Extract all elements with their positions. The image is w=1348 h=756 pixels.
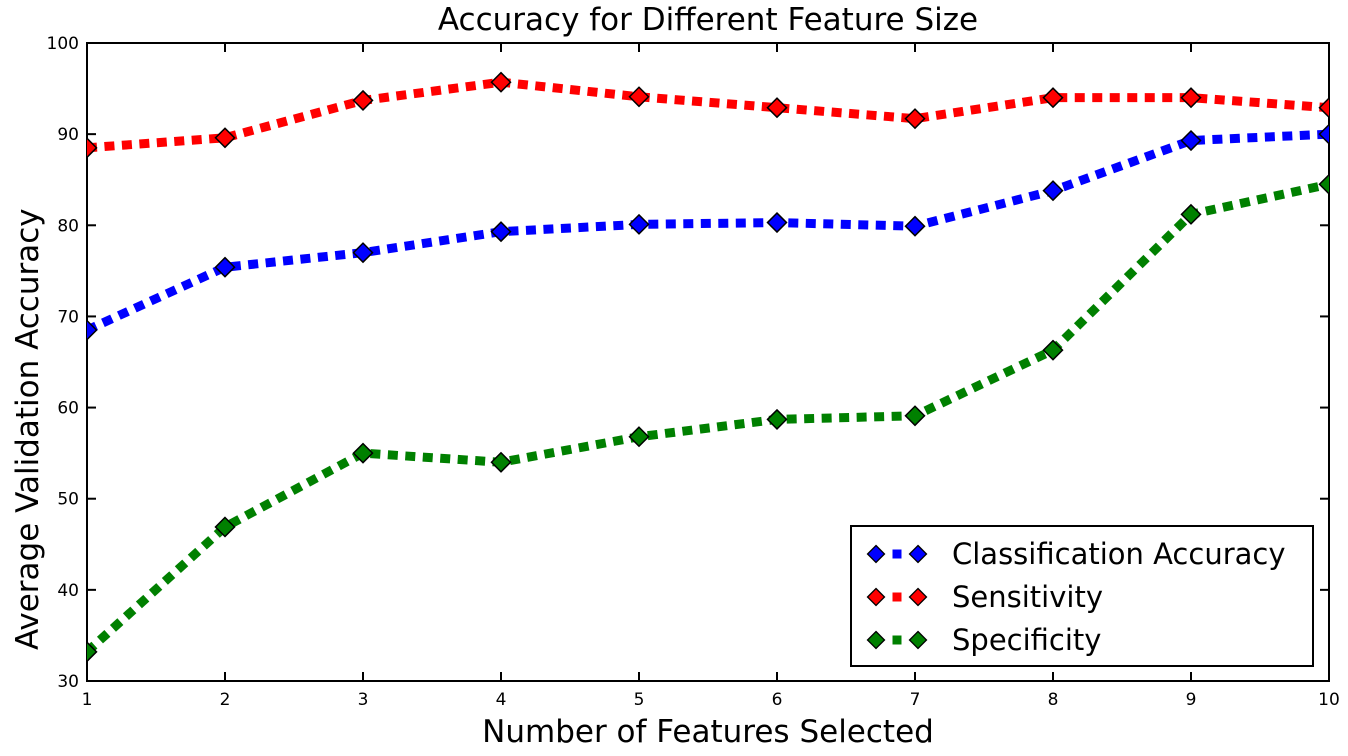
- data-point-marker-specificity: [904, 405, 926, 427]
- data-point-marker-classification-accuracy: [1180, 129, 1202, 152]
- y-tick-label: 70: [57, 307, 79, 327]
- y-tick-label: 50: [57, 490, 79, 510]
- legend-item-specificity: Specificity: [864, 618, 1312, 661]
- x-tick-label: 3: [358, 690, 369, 710]
- legend-line-marker-icon: [866, 587, 928, 606]
- data-point-marker-classification-accuracy: [628, 213, 650, 235]
- data-point-marker-classification-accuracy: [1042, 180, 1064, 202]
- y-tick-label: 60: [57, 399, 79, 419]
- legend-diamond-icon: [908, 587, 928, 606]
- legend-label: Classification Accuracy: [952, 536, 1286, 571]
- data-point-marker-classification-accuracy: [490, 221, 512, 243]
- data-point-marker-classification-accuracy: [766, 211, 788, 234]
- legend-label: Specificity: [952, 622, 1102, 657]
- plot-frame: [86, 42, 1330, 682]
- data-point-marker-sensitivity: [904, 108, 926, 130]
- data-point-marker-sensitivity: [352, 89, 374, 111]
- x-tick-label: 8: [1048, 690, 1059, 710]
- data-point-marker-classification-accuracy: [904, 215, 926, 237]
- x-axis-label: Number of Features Selected: [482, 714, 934, 750]
- data-point-marker-sensitivity: [214, 127, 236, 149]
- y-tick-label: 80: [57, 216, 79, 236]
- x-tick-label: 5: [634, 690, 645, 710]
- data-point-marker-sensitivity: [87, 137, 98, 159]
- data-point-marker-specificity: [628, 426, 650, 448]
- data-point-marker-sensitivity: [628, 86, 650, 108]
- legend: Classification Accuracy Sensitivity Spec…: [850, 525, 1314, 667]
- x-tick-label: 7: [910, 690, 921, 710]
- data-point-marker-classification-accuracy: [352, 242, 374, 264]
- legend-dash-icon: [892, 549, 902, 558]
- x-tick-label: 4: [496, 690, 507, 710]
- x-tick-label: 2: [220, 690, 231, 710]
- y-tick-label: 40: [57, 581, 79, 601]
- legend-item-classification-accuracy: Classification Accuracy: [864, 532, 1312, 575]
- y-tick-label: 90: [57, 125, 79, 145]
- data-point-marker-sensitivity: [1042, 87, 1064, 109]
- data-point-marker-classification-accuracy: [1318, 123, 1329, 145]
- data-point-marker-specificity: [766, 408, 788, 430]
- chart-title: Accuracy for Different Feature Size: [437, 2, 979, 38]
- data-point-marker-specificity: [490, 451, 512, 473]
- data-point-marker-classification-accuracy: [87, 319, 98, 341]
- y-axis-label: Average Validation Accuracy: [10, 208, 46, 650]
- legend-label: Sensitivity: [952, 579, 1103, 614]
- series-line-sensitivity: [87, 77, 1329, 153]
- legend-dash-icon: [892, 635, 902, 644]
- data-point-marker-sensitivity: [1180, 87, 1202, 109]
- legend-diamond-icon: [908, 544, 928, 563]
- series-line-specificity: [87, 179, 1329, 656]
- legend-diamond-icon: [866, 544, 886, 563]
- legend-line-marker-icon: [866, 630, 928, 649]
- legend-dash-icon: [892, 592, 902, 601]
- data-point-marker-specificity: [214, 516, 236, 538]
- legend-line-marker-icon: [866, 544, 928, 563]
- data-point-marker-sensitivity: [766, 97, 788, 119]
- data-point-marker-specificity: [87, 641, 98, 663]
- data-point-marker-sensitivity: [490, 71, 512, 93]
- x-tick-label: 1: [82, 690, 93, 710]
- x-tick-label: 10: [1318, 690, 1340, 710]
- legend-item-sensitivity: Sensitivity: [864, 575, 1312, 618]
- x-tick-label: 9: [1186, 690, 1197, 710]
- data-point-marker-specificity: [1318, 173, 1329, 195]
- x-tick-label: 6: [772, 690, 783, 710]
- legend-diamond-icon: [866, 587, 886, 606]
- legend-diamond-icon: [908, 630, 928, 649]
- data-point-marker-specificity: [352, 442, 374, 464]
- legend-diamond-icon: [866, 630, 886, 649]
- y-tick-label: 100: [47, 34, 79, 54]
- data-point-marker-classification-accuracy: [214, 256, 236, 278]
- data-point-marker-specificity: [1042, 339, 1064, 361]
- series-line-classification-accuracy: [87, 129, 1329, 335]
- y-tick-label: 30: [57, 672, 79, 692]
- data-point-marker-specificity: [1180, 203, 1202, 225]
- data-point-marker-sensitivity: [1318, 97, 1329, 119]
